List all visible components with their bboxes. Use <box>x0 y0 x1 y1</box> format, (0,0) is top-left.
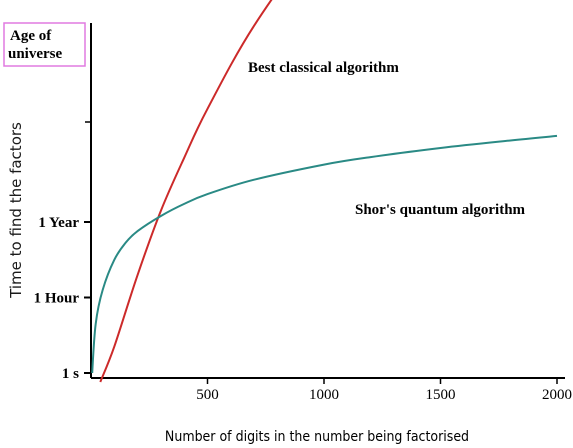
series-label-classical: Best classical algorithm <box>248 60 399 76</box>
x-tick-label: 500 <box>196 387 219 403</box>
x-tick-label: 1000 <box>309 387 339 403</box>
y-tick-label: 1 Year <box>38 215 79 231</box>
x-tick-label: 2000 <box>542 387 572 403</box>
y-tick-label: 1 s <box>62 366 79 382</box>
x-axis-label: Number of digits in the number being fac… <box>165 429 469 445</box>
x-tick-label: 1500 <box>426 387 456 403</box>
series-label-shor: Shor's quantum algorithm <box>355 202 526 218</box>
y-tick-label: 1 Hour <box>34 291 80 307</box>
series-line-shor <box>91 134 558 374</box>
y-axis-label: Time to find the factors <box>7 122 25 299</box>
series-line-classical <box>99 0 273 383</box>
top-label-line-2: universe <box>8 46 63 62</box>
top-label-line-1: Age of <box>10 28 52 44</box>
top-label-box <box>3 22 86 67</box>
